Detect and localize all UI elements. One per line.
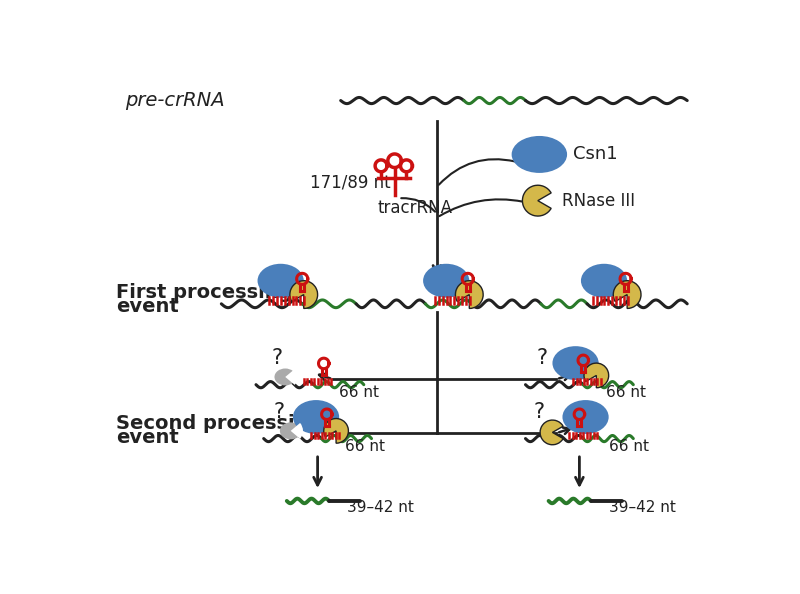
Wedge shape xyxy=(324,419,348,443)
Text: First processing: First processing xyxy=(116,283,292,302)
Text: 66 nt: 66 nt xyxy=(609,439,649,454)
Text: 39–42 nt: 39–42 nt xyxy=(347,500,414,515)
Wedge shape xyxy=(522,185,551,216)
Ellipse shape xyxy=(512,136,567,173)
Text: Second processing: Second processing xyxy=(116,413,322,432)
Text: 66 nt: 66 nt xyxy=(339,385,379,400)
Text: 39–42 nt: 39–42 nt xyxy=(609,500,675,515)
Text: event: event xyxy=(116,296,178,315)
Text: 171/89 nt: 171/89 nt xyxy=(310,174,390,192)
Wedge shape xyxy=(614,281,641,308)
Wedge shape xyxy=(455,281,483,308)
Wedge shape xyxy=(290,281,318,308)
Ellipse shape xyxy=(562,400,609,434)
Ellipse shape xyxy=(274,368,296,386)
Wedge shape xyxy=(584,363,609,388)
Text: pre-crRNA: pre-crRNA xyxy=(125,91,225,110)
Ellipse shape xyxy=(293,400,339,434)
Ellipse shape xyxy=(423,264,470,298)
Text: 66 nt: 66 nt xyxy=(345,439,385,454)
Text: ?: ? xyxy=(537,347,548,368)
Wedge shape xyxy=(540,420,563,445)
Ellipse shape xyxy=(280,422,302,440)
Text: ?: ? xyxy=(274,402,285,422)
Text: event: event xyxy=(116,428,178,447)
Wedge shape xyxy=(286,369,298,385)
Ellipse shape xyxy=(258,264,304,298)
Ellipse shape xyxy=(553,346,598,380)
Ellipse shape xyxy=(581,264,627,298)
Text: ?: ? xyxy=(534,402,545,422)
Text: 66 nt: 66 nt xyxy=(606,385,646,400)
Text: RNase III: RNase III xyxy=(562,192,635,210)
Wedge shape xyxy=(290,423,303,439)
Text: ?: ? xyxy=(272,347,283,368)
Text: tracrRNA: tracrRNA xyxy=(378,200,453,217)
Text: Csn1: Csn1 xyxy=(574,146,618,163)
